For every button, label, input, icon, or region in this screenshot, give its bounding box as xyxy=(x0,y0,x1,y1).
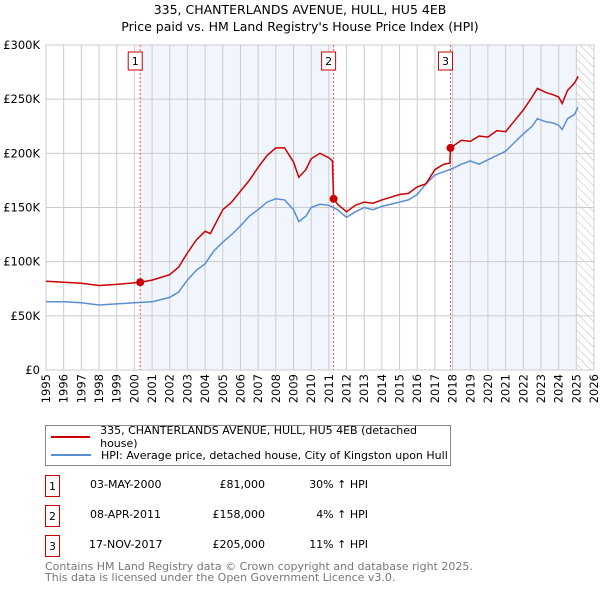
series-line xyxy=(46,106,579,306)
y-tick-label: £0 xyxy=(25,363,40,377)
sale-hpi-diff: 11% ↑ HPI xyxy=(309,538,368,551)
y-tick-label: £250K xyxy=(3,92,40,106)
x-tick-label: 2017 xyxy=(428,374,442,403)
x-tick-label: 2001 xyxy=(145,374,159,403)
sale-row: 3 17-NOV-2017 £205,000 11% ↑ HPI xyxy=(45,535,445,557)
sale-point xyxy=(136,278,145,287)
x-tick-label: 2013 xyxy=(357,374,371,403)
sale-date: 03-MAY-2000 xyxy=(90,478,162,491)
y-tick-label: £50K xyxy=(11,309,41,323)
x-tick-label: 2012 xyxy=(340,374,354,403)
sale-price: £81,000 xyxy=(219,478,266,491)
x-tick-label: 2019 xyxy=(463,374,477,403)
legend-item-hpi: HPI: Average price, detached house, City… xyxy=(51,447,448,463)
x-tick-label: 2020 xyxy=(481,374,495,403)
x-tick-label: 1999 xyxy=(110,374,124,403)
sale-marker-box xyxy=(321,51,337,71)
x-tick-label: 2007 xyxy=(251,374,265,403)
footer-copyright: Contains HM Land Registry data © Crown c… xyxy=(45,560,473,573)
x-tick-label: 1998 xyxy=(92,374,106,403)
sale-number-badge: 3 xyxy=(45,535,60,557)
legend-item-property: 335, CHANTERLANDS AVENUE, HULL, HU5 4EB … xyxy=(51,424,450,450)
x-tick-label: 2011 xyxy=(322,374,336,403)
sale-hpi-diff: 30% ↑ HPI xyxy=(309,478,368,491)
price-chart: 1 2 3 1995 1996 1997 1998 1999 2000 2001 2002 2003 2… xyxy=(3,38,600,403)
sale-marker-label: 2 xyxy=(325,55,332,68)
chart-subtitle: Price paid vs. HM Land Registry's House … xyxy=(121,19,479,34)
x-tick-label: 2024 xyxy=(552,374,566,403)
y-tick-label: £100K xyxy=(3,255,40,269)
legend-swatch-blue xyxy=(51,454,91,456)
footer-licence: This data is licensed under the Open Gov… xyxy=(45,571,396,584)
legend-label: HPI: Average price, detached house, City… xyxy=(101,448,448,462)
x-tick-label: 2003 xyxy=(180,374,194,403)
sale-price: £205,000 xyxy=(212,538,266,551)
sale-date: 17-NOV-2017 xyxy=(89,538,163,551)
x-tick-label: 2006 xyxy=(233,374,247,403)
x-tick-label: 2026 xyxy=(587,374,600,403)
x-tick-label: 2015 xyxy=(393,374,407,403)
x-tick-label: 2005 xyxy=(216,374,230,403)
y-tick-label: £300K xyxy=(3,38,40,52)
sale-marker-label: 3 xyxy=(442,55,449,68)
sale-point xyxy=(329,194,338,203)
x-tick-label: 1997 xyxy=(74,374,88,403)
x-tick-label: 2002 xyxy=(163,374,177,403)
x-tick-label: 2025 xyxy=(569,374,583,403)
chart-title: 335, CHANTERLANDS AVENUE, HULL, HU5 4EB xyxy=(153,2,447,17)
y-tick-label: £200K xyxy=(3,146,40,160)
legend-swatch-red xyxy=(51,436,91,438)
x-tick-label: 2022 xyxy=(516,374,530,403)
x-tick-label: 2018 xyxy=(446,374,460,403)
y-tick-label: £150K xyxy=(3,201,40,215)
sale-marker-box xyxy=(127,51,143,71)
x-tick-label: 1995 xyxy=(39,374,53,403)
series-line xyxy=(45,76,579,287)
sale-marker-label: 1 xyxy=(132,55,139,68)
sale-number-badge: 1 xyxy=(45,475,60,497)
sale-point xyxy=(446,143,455,152)
x-tick-label: 2016 xyxy=(410,374,424,403)
sale-marker-box xyxy=(437,51,453,71)
sale-number-badge: 2 xyxy=(45,505,60,527)
x-tick-label: 2023 xyxy=(534,374,548,403)
legend: 335, CHANTERLANDS AVENUE, HULL, HU5 4EB … xyxy=(45,424,451,466)
sale-date: 08-APR-2011 xyxy=(90,508,162,521)
sale-hpi-diff: 4% ↑ HPI xyxy=(316,508,368,521)
x-tick-label: 2009 xyxy=(286,374,300,403)
x-tick-label: 1996 xyxy=(57,374,71,403)
x-tick-label: 2004 xyxy=(198,374,212,403)
x-tick-label: 2010 xyxy=(304,374,318,403)
x-tick-label: 2021 xyxy=(499,374,513,403)
x-tick-label: 2008 xyxy=(269,374,283,403)
sale-row: 2 08-APR-2011 £158,000 4% ↑ HPI xyxy=(45,505,445,527)
sale-row: 1 03-MAY-2000 £81,000 30% ↑ HPI xyxy=(45,475,445,497)
x-tick-label: 2014 xyxy=(375,374,389,403)
legend-label: 335, CHANTERLANDS AVENUE, HULL, HU5 4EB … xyxy=(100,424,417,450)
x-tick-label: 2000 xyxy=(127,374,141,403)
sale-price: £158,000 xyxy=(212,508,266,521)
